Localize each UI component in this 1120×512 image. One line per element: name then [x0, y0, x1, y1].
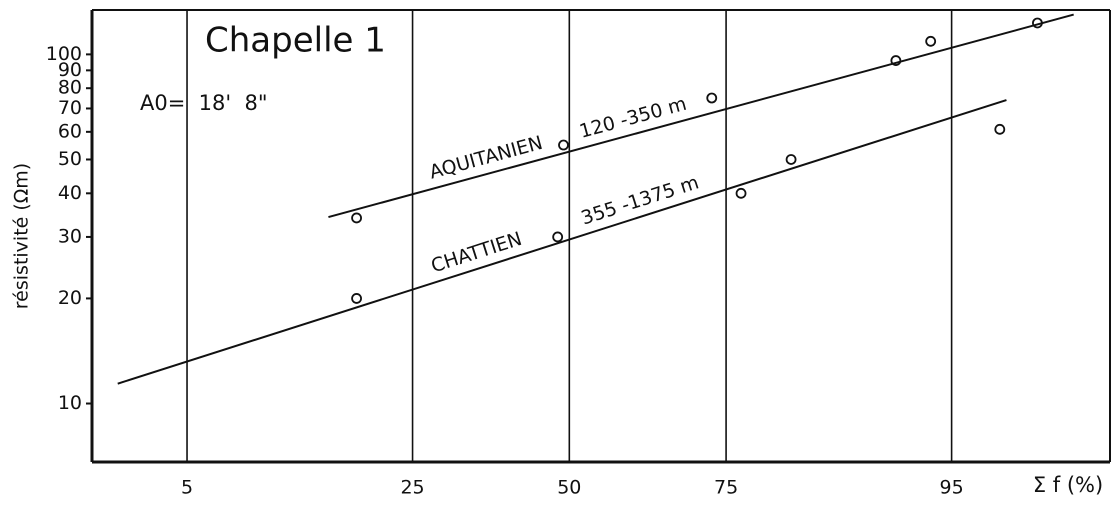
y-tick-label: 20: [58, 287, 82, 309]
y-tick-label: 60: [58, 120, 82, 142]
data-point: [890, 55, 902, 66]
data-point: [351, 293, 362, 304]
data-point: [735, 187, 747, 199]
x-tick-label: 75: [714, 477, 738, 499]
y-tick-label: 70: [58, 97, 82, 119]
x-tick-label: 50: [557, 477, 581, 499]
annotation: A0= 18' 8": [140, 91, 268, 115]
fit-line: [328, 13, 1074, 219]
series-label: AQUITANIEN: [427, 132, 545, 184]
data-point: [785, 154, 797, 165]
data-point: [706, 92, 718, 104]
data-point: [552, 231, 564, 243]
chart-title: Chapelle 1: [205, 21, 386, 61]
x-axis-label: Σ f (%): [1033, 473, 1103, 497]
data-point: [351, 212, 362, 224]
series-label: 355 -1375 m: [579, 171, 702, 229]
x-tick-label: 95: [940, 477, 964, 499]
data-point: [994, 123, 1006, 135]
fit-line: [117, 99, 1007, 385]
y-axis-label: résistivité (Ωm): [11, 163, 33, 309]
y-tick-label: 30: [58, 225, 82, 247]
y-tick-label: 10: [58, 392, 82, 414]
y-tick-label: 50: [58, 148, 82, 170]
data-point: [1032, 17, 1043, 29]
data-point: [925, 35, 937, 47]
data-point: [558, 139, 569, 151]
y-tick-label: 100: [46, 43, 82, 65]
y-tick-label: 80: [58, 77, 82, 99]
x-tick-label: 5: [181, 477, 193, 499]
x-tick-label: 25: [400, 477, 424, 499]
y-tick-label: 40: [58, 182, 82, 204]
y-tick-label: 90: [58, 59, 82, 81]
